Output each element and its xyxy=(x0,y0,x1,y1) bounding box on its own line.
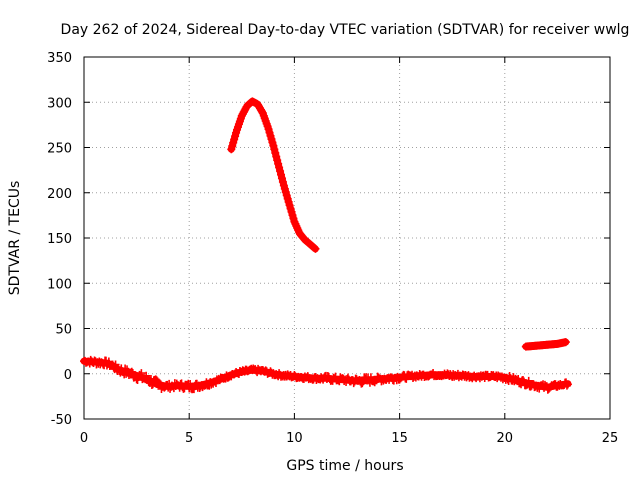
y-tick-label-150: 150 xyxy=(47,232,72,247)
data-point-arc xyxy=(275,163,284,172)
data-point-arc xyxy=(274,159,283,168)
x-tick-label-0: 0 xyxy=(80,431,88,446)
data-point-arc xyxy=(273,156,282,165)
x-tick-label-10: 10 xyxy=(286,431,303,446)
series-arc xyxy=(227,97,320,253)
data-point-arc xyxy=(277,174,286,183)
data-point-arc xyxy=(277,170,286,179)
chart-title: Day 262 of 2024, Sidereal Day-to-day VTE… xyxy=(61,22,630,38)
data-point-arc xyxy=(311,244,320,253)
x-axis-label: GPS time / hours xyxy=(286,458,403,474)
y-tick-label-50: 50 xyxy=(55,323,72,338)
y-axis: -50 0 50 100 150 200 250 300 350 xyxy=(47,51,610,428)
series-baseline xyxy=(80,355,572,394)
series xyxy=(80,97,572,394)
series-late xyxy=(521,338,570,351)
data-point-arc xyxy=(276,167,285,176)
data-point-baseline xyxy=(111,360,120,369)
y-tick-label-300: 300 xyxy=(47,96,72,111)
data-point-arc xyxy=(269,141,278,150)
data-point-baseline xyxy=(177,379,186,388)
x-axis: 0 5 10 15 20 25 xyxy=(80,57,618,446)
grid xyxy=(84,57,610,419)
x-tick-label-15: 15 xyxy=(391,431,408,446)
data-point-late xyxy=(561,338,570,347)
data-point-arc xyxy=(257,107,266,116)
data-point-baseline xyxy=(127,367,136,376)
y-tick-label--50: -50 xyxy=(51,413,72,428)
plot-frame xyxy=(83,56,611,420)
y-tick-label-200: 200 xyxy=(47,187,72,202)
data-point-baseline xyxy=(137,369,146,378)
y-axis-label: SDTVAR / TECUs xyxy=(7,181,23,296)
series-line-arc xyxy=(227,97,319,253)
y-tick-label-100: 100 xyxy=(47,277,72,292)
data-point-baseline xyxy=(358,379,367,388)
data-point-baseline xyxy=(514,374,523,383)
data-point-arc xyxy=(310,244,319,253)
data-point-arc xyxy=(271,148,280,157)
x-tick-label-25: 25 xyxy=(602,431,619,446)
data-point-baseline xyxy=(562,381,571,390)
x-tick-label-20: 20 xyxy=(497,431,514,446)
data-point-baseline xyxy=(563,380,572,389)
y-tick-label-250: 250 xyxy=(47,142,72,157)
x-tick-label-5: 5 xyxy=(185,431,193,446)
data-point-baseline xyxy=(148,380,157,389)
y-tick-label-0: 0 xyxy=(64,368,72,383)
data-point-arc xyxy=(278,177,287,186)
y-tick-label-350: 350 xyxy=(47,51,72,66)
data-point-baseline xyxy=(142,371,151,380)
data-point-arc xyxy=(270,145,279,154)
data-point-arc xyxy=(272,152,281,161)
